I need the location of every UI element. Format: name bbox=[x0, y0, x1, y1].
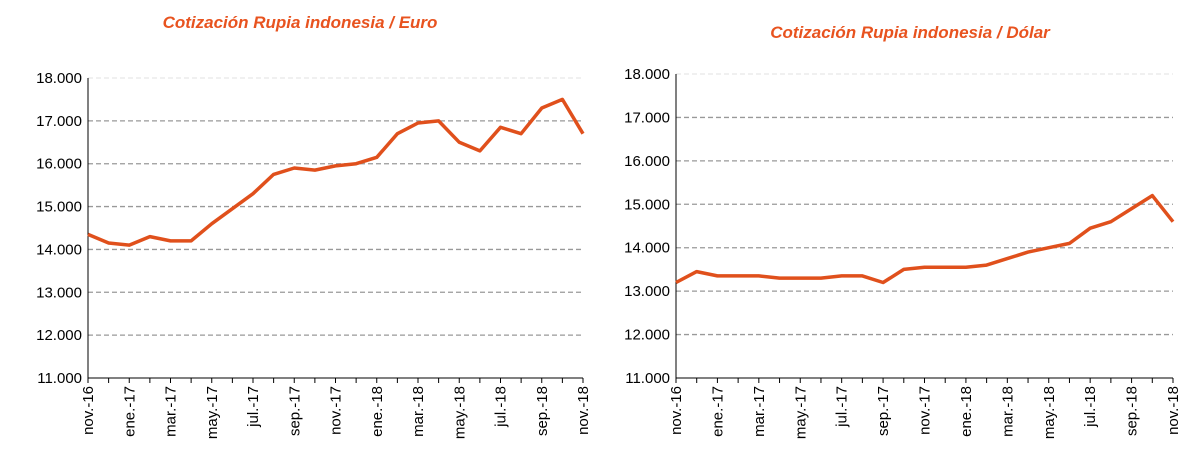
x-tick-label: jul.-17 bbox=[834, 386, 851, 428]
y-tick-label: 18.000 bbox=[36, 70, 82, 87]
y-tick-label: 17.000 bbox=[624, 109, 670, 126]
y-tick-label: 16.000 bbox=[36, 156, 82, 173]
y-tick-label: 14.000 bbox=[36, 241, 82, 258]
x-tick-label: may.-18 bbox=[1041, 386, 1058, 439]
x-tick-label: sep.-18 bbox=[534, 386, 551, 436]
y-tick-label: 15.000 bbox=[36, 199, 82, 216]
x-tick-label: mar.-18 bbox=[410, 386, 427, 437]
x-tick-label: nov.-16 bbox=[668, 386, 685, 435]
x-tick-label: jul.-18 bbox=[493, 386, 510, 428]
x-tick-label: sep.-18 bbox=[1124, 386, 1141, 436]
x-tick-label: nov.-17 bbox=[917, 386, 934, 435]
y-tick-label: 13.000 bbox=[624, 283, 670, 300]
x-tick-label: jul.-17 bbox=[245, 386, 262, 428]
x-tick-label: ene.-17 bbox=[121, 386, 138, 437]
y-tick-label: 16.000 bbox=[624, 153, 670, 170]
x-tick-label: sep.-17 bbox=[286, 386, 303, 436]
y-tick-label: 13.000 bbox=[36, 284, 82, 301]
y-tick-label: 12.000 bbox=[36, 327, 82, 344]
x-tick-label: may.-17 bbox=[204, 386, 221, 439]
line bbox=[675, 193, 1175, 285]
x-tick-label: nov.-18 bbox=[575, 386, 592, 435]
y-tick-label: 12.000 bbox=[624, 327, 670, 344]
y-tick-label: 11.000 bbox=[37, 370, 82, 387]
x-tick-label: may.-17 bbox=[792, 386, 809, 439]
line bbox=[87, 97, 585, 247]
y-tick-label: 14.000 bbox=[624, 240, 670, 257]
x-tick-label: sep.-17 bbox=[875, 386, 892, 436]
x-tick-label: ene.-18 bbox=[369, 386, 386, 437]
x-tick-label: mar.-17 bbox=[751, 386, 768, 437]
chart-title: Cotización Rupia indonesia / Euro bbox=[163, 13, 438, 32]
x-tick-label: nov.-17 bbox=[328, 386, 345, 435]
x-tick-label: mar.-18 bbox=[999, 386, 1016, 437]
y-tick-label: 18.000 bbox=[624, 66, 670, 83]
x-tick-label: mar.-17 bbox=[163, 386, 180, 437]
x-tick-label: may.-18 bbox=[451, 386, 468, 439]
y-tick-label: 17.000 bbox=[36, 113, 82, 130]
x-tick-label: nov.-18 bbox=[1165, 386, 1182, 435]
x-tick-label: ene.-17 bbox=[709, 386, 726, 437]
y-tick-label: 11.000 bbox=[625, 370, 670, 387]
x-tick-label: jul.-18 bbox=[1082, 386, 1099, 428]
chart-title: Cotización Rupia indonesia / Dólar bbox=[770, 23, 1051, 42]
x-tick-label: nov.-16 bbox=[80, 386, 97, 435]
x-tick-label: ene.-18 bbox=[958, 386, 975, 437]
y-tick-label: 15.000 bbox=[624, 196, 670, 213]
